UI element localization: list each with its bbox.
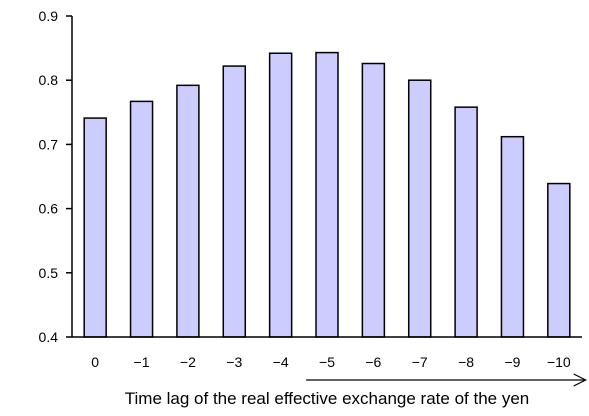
x-tick-label: −5	[319, 354, 335, 370]
bar	[129, 100, 154, 338]
x-tick-label: −4	[273, 354, 289, 370]
bar	[268, 52, 293, 338]
x-tick-label: −2	[180, 354, 196, 370]
x-tick-label: −3	[226, 354, 242, 370]
bar	[454, 106, 478, 338]
x-tick-label: −6	[365, 354, 381, 370]
arrow-head-icon	[573, 373, 588, 387]
x-axis-title: Time lag of the real effective exchange …	[125, 389, 529, 408]
x-tick-label: −10	[547, 354, 571, 370]
y-tick-label: 0.7	[39, 136, 59, 152]
y-axis-tick-labels: 0.4 0.5 0.6 0.7 0.8 0.9	[39, 8, 59, 345]
y-tick-label: 0.5	[39, 265, 59, 281]
bar	[176, 84, 200, 338]
x-axis-tick-labels: 0 −1 −2 −3 −4 −5 −6 −7 −8 −9 −10	[91, 354, 571, 370]
bar	[361, 62, 386, 338]
y-tick-label: 0.9	[39, 8, 59, 24]
y-axis-ticks	[66, 15, 72, 338]
bar	[222, 65, 247, 338]
bar	[407, 79, 432, 338]
bar	[315, 51, 339, 338]
time-lag-arrow	[306, 373, 588, 387]
bar-series	[83, 51, 571, 338]
x-tick-label: −9	[504, 354, 520, 370]
bar	[500, 135, 525, 338]
x-tick-label: −1	[134, 354, 150, 370]
x-tick-label: −7	[412, 354, 428, 370]
x-tick-label: 0	[91, 354, 99, 370]
x-tick-label: −8	[458, 354, 474, 370]
bar	[83, 117, 107, 338]
bar	[547, 182, 571, 338]
y-tick-label: 0.6	[39, 201, 59, 217]
y-tick-label: 0.8	[39, 72, 59, 88]
y-tick-label: 0.4	[39, 329, 59, 345]
